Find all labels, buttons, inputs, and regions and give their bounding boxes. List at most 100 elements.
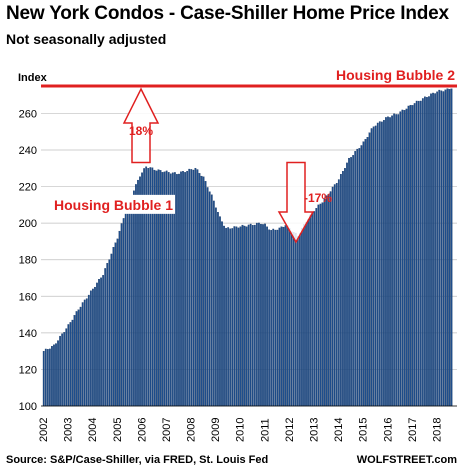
bar — [57, 340, 59, 407]
bar — [352, 155, 355, 407]
bar — [106, 263, 109, 407]
bar — [89, 290, 92, 407]
x-tick-label: 2018 — [431, 418, 443, 442]
annotations: 18% -17% Housing Bubble 1 — [50, 87, 332, 244]
bar — [292, 232, 295, 407]
bar — [333, 184, 336, 407]
bar — [327, 194, 330, 407]
bar — [206, 187, 209, 407]
bar — [339, 173, 342, 407]
bar — [337, 179, 340, 407]
bar — [124, 212, 127, 407]
y-tick-label: 160 — [19, 291, 37, 303]
bar — [135, 184, 137, 407]
bar — [370, 128, 373, 407]
x-tick-label: 2013 — [309, 418, 321, 442]
y-tick-label: 220 — [19, 182, 37, 194]
x-tick-label: 2007 — [161, 418, 173, 442]
bar — [108, 259, 111, 407]
bar — [436, 91, 439, 407]
bar — [342, 171, 344, 407]
bar — [380, 121, 383, 407]
bar — [270, 230, 273, 407]
bar — [118, 230, 121, 407]
bar — [278, 227, 281, 407]
bar — [110, 253, 113, 407]
bar — [426, 97, 428, 407]
x-tick-label: 2010 — [235, 418, 247, 442]
bar — [55, 343, 57, 407]
bar — [44, 348, 47, 407]
bar — [354, 151, 357, 407]
bar — [114, 242, 117, 407]
bar — [180, 171, 182, 407]
y-tick-label: 140 — [19, 328, 37, 340]
bar — [280, 226, 283, 407]
annotation-housing-bubble-1: Housing Bubble 1 — [54, 197, 173, 213]
bar — [358, 148, 361, 407]
bar — [192, 169, 195, 407]
bar — [77, 309, 80, 407]
bar — [421, 98, 424, 407]
bar — [196, 169, 199, 407]
bar — [317, 204, 320, 407]
bar — [364, 139, 367, 407]
bar — [309, 214, 312, 407]
bar — [53, 344, 55, 407]
x-tick-label: 2006 — [136, 418, 148, 442]
x-tick-label: 2016 — [382, 418, 394, 442]
axes: 100 120 140 160 180 200 220 240 260 2002 2003 2004 2… — [19, 108, 457, 442]
bar — [116, 238, 119, 407]
annotation-housing-bubble-2: Housing Bubble 2 — [336, 67, 455, 83]
bar — [442, 91, 445, 407]
x-tick-label: 2015 — [358, 418, 370, 442]
y-tick-label: 260 — [19, 108, 37, 120]
bar — [282, 226, 285, 407]
y-tick-label: 100 — [19, 401, 37, 413]
bar — [405, 108, 408, 407]
bar — [73, 315, 76, 407]
bar — [214, 207, 217, 407]
bar — [94, 286, 96, 407]
bar — [374, 125, 377, 407]
y-tick-label: 200 — [19, 218, 37, 230]
bar — [188, 168, 191, 407]
bar — [200, 175, 203, 407]
bar — [176, 174, 178, 407]
bar — [245, 226, 248, 407]
bar — [346, 162, 348, 407]
bar — [126, 204, 129, 407]
bar — [184, 172, 186, 407]
x-tick-label: 2002 — [38, 418, 50, 442]
bar — [450, 88, 453, 407]
bar — [321, 202, 324, 407]
bar — [112, 247, 115, 407]
annotation-18-pct: 18% — [129, 124, 153, 138]
bar — [229, 228, 232, 407]
x-tick-label: 2005 — [112, 418, 124, 442]
bar — [397, 114, 400, 407]
bar — [284, 225, 287, 407]
bar — [262, 224, 264, 407]
bar — [100, 277, 102, 407]
x-tick-label: 2011 — [259, 418, 271, 442]
bar — [444, 89, 447, 407]
bar — [296, 236, 299, 407]
bars — [42, 88, 453, 407]
bar — [237, 227, 240, 407]
bar — [399, 111, 402, 407]
bar — [81, 302, 84, 407]
bar — [290, 231, 293, 407]
bar — [46, 349, 49, 407]
bar — [385, 117, 387, 407]
bar — [403, 110, 406, 407]
bar — [331, 186, 334, 407]
bar — [266, 226, 268, 407]
bar — [59, 335, 61, 407]
bar — [202, 176, 205, 407]
bar — [348, 157, 350, 407]
bar — [137, 179, 139, 407]
bar — [415, 100, 418, 407]
bar — [85, 298, 88, 407]
bar — [360, 145, 363, 407]
